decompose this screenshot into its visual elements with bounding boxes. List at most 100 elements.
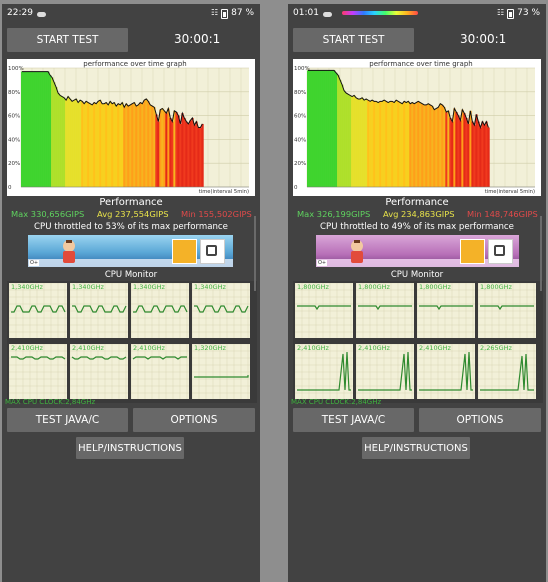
options-button[interactable]: OPTIONS <box>133 408 255 432</box>
performance-bar <box>401 103 404 187</box>
cpu-core-frequency: 1,340GHz <box>194 283 226 291</box>
performance-bar <box>319 70 322 187</box>
performance-bar <box>369 101 372 187</box>
performance-bar <box>133 102 136 187</box>
performance-bar <box>481 121 484 187</box>
cpu-core-graph: 1,320GHz <box>192 344 250 399</box>
phone-screen-right: 01:01 ☷ 73 % START TEST 30:00:1 performa… <box>288 4 546 582</box>
start-test-button[interactable]: START TEST <box>293 28 414 52</box>
test-timer: 30:00:1 <box>460 32 507 46</box>
performance-bar <box>467 123 470 187</box>
performance-graph: performance over time graph 100% 80% 60% 40%… <box>7 59 255 196</box>
performance-bar <box>85 101 88 187</box>
test-java-c-button[interactable]: TEST JAVA/C <box>7 408 128 432</box>
performance-bar <box>171 121 174 187</box>
cloud-icon <box>322 11 332 17</box>
y-tick-label: 100% <box>294 66 310 72</box>
performance-bar <box>453 108 456 187</box>
battery-level: 87 % <box>231 8 254 18</box>
performance-bar <box>379 101 382 187</box>
performance-bar <box>149 104 152 187</box>
y-tick-label: 20% <box>8 161 20 167</box>
performance-bar <box>185 121 188 187</box>
performance-bar <box>365 98 368 187</box>
help-instructions-button[interactable]: HELP/INSTRUCTIONS <box>76 437 184 459</box>
cpu-monitor-grid: 1,800GHz 1,800GHz 1,800GHz 1,800GHz 2,410GHz… <box>293 281 543 403</box>
performance-bar <box>31 71 34 187</box>
help-instructions-button[interactable]: HELP/INSTRUCTIONS <box>362 437 470 459</box>
performance-bar <box>113 102 116 187</box>
cpu-core-graph: 1,340GHz <box>192 283 250 338</box>
performance-bar <box>187 123 190 187</box>
performance-bar <box>423 104 426 187</box>
performance-bar <box>201 123 204 187</box>
y-tick-label: 0 <box>294 185 298 191</box>
performance-bar <box>195 121 198 187</box>
performance-bar <box>43 71 46 187</box>
performance-bar <box>103 103 106 187</box>
performance-bar <box>61 96 64 187</box>
hammer-icon <box>172 239 197 264</box>
performance-bar <box>443 107 446 187</box>
min-gips: Min 155,502GIPS <box>181 209 252 219</box>
performance-bar <box>449 117 452 187</box>
performance-bar <box>459 120 462 187</box>
options-button[interactable]: OPTIONS <box>419 408 541 432</box>
performance-bar <box>343 90 346 187</box>
scrollbar[interactable] <box>540 216 542 291</box>
throttle-text: CPU throttled to 53% of its max performa… <box>34 222 228 232</box>
performance-bar <box>383 100 386 187</box>
performance-bar <box>377 102 380 187</box>
cpu-core-frequency: 1,800GHz <box>297 283 329 291</box>
min-gips: Min 148,746GIPS <box>467 209 538 219</box>
performance-bar <box>155 114 158 187</box>
cpu-core-frequency: 1,800GHz <box>358 283 390 291</box>
ad-banner[interactable]: O+ <box>316 235 519 267</box>
performance-bar <box>437 107 440 187</box>
performance-bar <box>323 70 326 187</box>
performance-bar <box>89 103 92 187</box>
performance-bar <box>309 70 312 187</box>
performance-bar <box>355 97 358 187</box>
cpu-core-frequency: 2,410GHz <box>419 344 451 352</box>
cpu-core-graph: 2,410GHz <box>70 344 128 399</box>
performance-bar <box>409 103 412 187</box>
test-java-c-button[interactable]: TEST JAVA/C <box>293 408 414 432</box>
performance-bar <box>475 114 478 187</box>
y-tick-label: 20% <box>294 161 306 167</box>
test-timer: 30:00:1 <box>174 32 221 46</box>
performance-bar <box>193 125 196 187</box>
ad-banner[interactable]: O+ <box>28 235 233 267</box>
performance-bar <box>329 70 332 187</box>
avg-gips: Avg 237,554GIPS <box>97 209 169 219</box>
performance-bar <box>421 103 424 187</box>
battery-icon <box>507 9 515 19</box>
start-test-button[interactable]: START TEST <box>7 28 128 52</box>
cpu-core-graph: 2,410GHz <box>295 344 353 399</box>
status-bar: 01:01 ☷ 73 % <box>288 4 546 22</box>
notification-indicator <box>341 11 418 15</box>
performance-bar <box>465 117 468 187</box>
performance-bar <box>397 101 400 187</box>
cpu-core-graph: 2,265GHz <box>478 344 536 399</box>
performance-bar <box>123 107 126 187</box>
performance-bar <box>101 103 104 187</box>
performance-bar <box>389 101 392 187</box>
performance-bar <box>25 71 28 187</box>
performance-bar <box>431 106 434 187</box>
cpu-core-graph: 1,800GHz <box>356 283 414 338</box>
max-cpu-clock: MAX CPU CLOCK:2,84GHz <box>291 398 382 406</box>
performance-bar <box>131 103 134 187</box>
performance-bar <box>363 100 366 187</box>
performance-bar <box>143 100 146 187</box>
status-time: 22:29 <box>7 8 33 18</box>
cpu-core-frequency: 1,340GHz <box>11 283 43 291</box>
performance-bar <box>175 112 178 187</box>
performance-bar <box>327 70 330 187</box>
performance-bar <box>427 103 430 187</box>
performance-bar <box>145 98 148 187</box>
performance-bar <box>487 127 490 187</box>
scrollbar[interactable] <box>254 216 256 291</box>
performance-bar <box>485 121 488 187</box>
cpu-core-graph: 1,800GHz <box>478 283 536 338</box>
